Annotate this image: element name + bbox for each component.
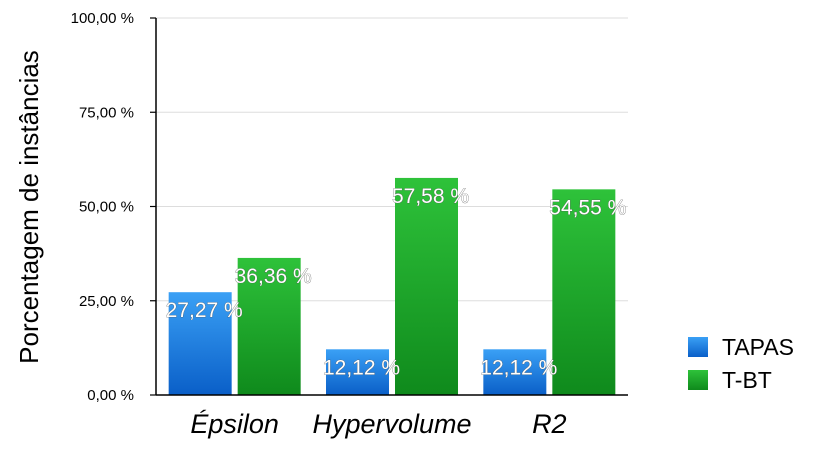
legend: TAPAS T-BT <box>688 334 794 393</box>
bar-tapas-0 <box>168 292 232 395</box>
bar-t-bt-0 <box>237 257 301 395</box>
legend-swatch-t-bt <box>688 370 708 390</box>
x-category-label: Hypervolume <box>312 409 471 439</box>
y-tick-label: 75,00 % <box>79 104 134 121</box>
x-axis-categories: Épsilon Hypervolume R2 <box>190 409 566 439</box>
data-labels: 27,27 % 36,36 % 12,12 % 57,58 % 12,12 % 54,55… <box>165 185 626 380</box>
bar-tapas-1 <box>326 349 389 395</box>
y-tick-label: 25,00 % <box>79 293 134 310</box>
bar-t-bt-1 <box>395 177 458 395</box>
y-tick-label: 100,00 % <box>71 10 134 27</box>
gridlines <box>150 17 628 396</box>
data-label: 12,12 % <box>323 356 400 379</box>
legend-label: T-BT <box>722 367 772 393</box>
bar-tapas-2 <box>483 349 547 395</box>
x-category-label: R2 <box>532 409 567 439</box>
data-label: 12,12 % <box>480 356 557 379</box>
data-label: 57,58 % <box>392 185 469 208</box>
legend-swatch-tapas <box>688 337 708 357</box>
data-label: 27,27 % <box>166 299 243 322</box>
y-axis-title: Porcentagem de instâncias <box>14 50 44 364</box>
bar-t-bt-2 <box>552 189 616 395</box>
data-label: 54,55 % <box>549 196 626 219</box>
x-category-label: Épsilon <box>190 409 279 439</box>
legend-label: TAPAS <box>722 334 794 360</box>
y-tick-label: 50,00 % <box>79 199 134 216</box>
y-axis-ticks: 0,00 % 25,00 % 50,00 % 75,00 % 100,00 % <box>71 10 134 404</box>
y-tick-label: 0,00 % <box>87 387 134 404</box>
data-label: 36,36 % <box>235 265 312 288</box>
bars <box>168 177 616 395</box>
